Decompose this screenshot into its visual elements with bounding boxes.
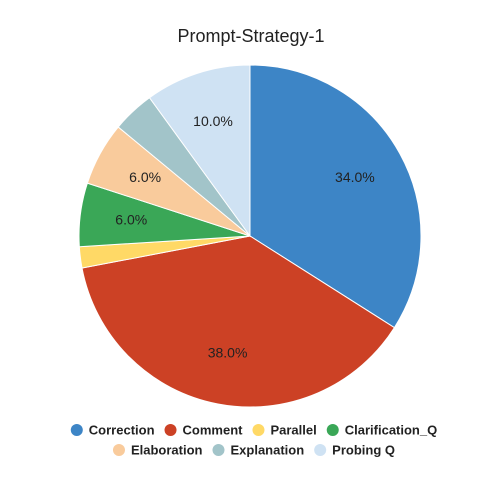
legend-swatch <box>70 424 83 436</box>
legend-swatch <box>112 444 125 456</box>
legend-swatch <box>164 424 177 436</box>
pie: 34.0% 38.0% 6.0% 6.0% 10.0% <box>78 64 422 408</box>
value-label: 38.0% <box>208 344 248 360</box>
legend: Correction Comment Parallel Clarification_Q… <box>70 422 437 457</box>
legend-item: Correction <box>70 422 155 437</box>
legend-item: Comment <box>164 422 244 437</box>
legend-swatch <box>252 424 265 436</box>
legend-label: Correction <box>89 422 155 437</box>
legend-swatch <box>314 444 327 456</box>
legend-swatch <box>326 424 339 436</box>
legend-label: Parallel <box>270 422 316 437</box>
legend-label: Explanation <box>230 442 304 457</box>
value-label: 10.0% <box>193 113 233 129</box>
legend-swatch <box>212 444 225 456</box>
value-label: 34.0% <box>335 169 375 185</box>
pie-slice <box>249 64 422 329</box>
legend-label: Probing Q <box>332 442 395 457</box>
legend-item: Elaboration <box>112 442 203 457</box>
pie-slice <box>81 235 396 408</box>
chart-title: Prompt-Strategy-1 <box>177 26 324 46</box>
legend-item: Clarification_Q <box>326 422 437 437</box>
value-label: 6.0% <box>115 212 147 228</box>
legend-label: Elaboration <box>131 442 203 457</box>
legend-item: Parallel <box>252 422 317 437</box>
legend-label: Comment <box>183 422 244 437</box>
legend-label: Clarification_Q <box>345 422 437 437</box>
value-label: 6.0% <box>129 169 161 185</box>
pie-slice <box>148 64 251 238</box>
legend-item: Explanation <box>212 442 304 457</box>
legend-item: Probing Q <box>314 442 395 457</box>
